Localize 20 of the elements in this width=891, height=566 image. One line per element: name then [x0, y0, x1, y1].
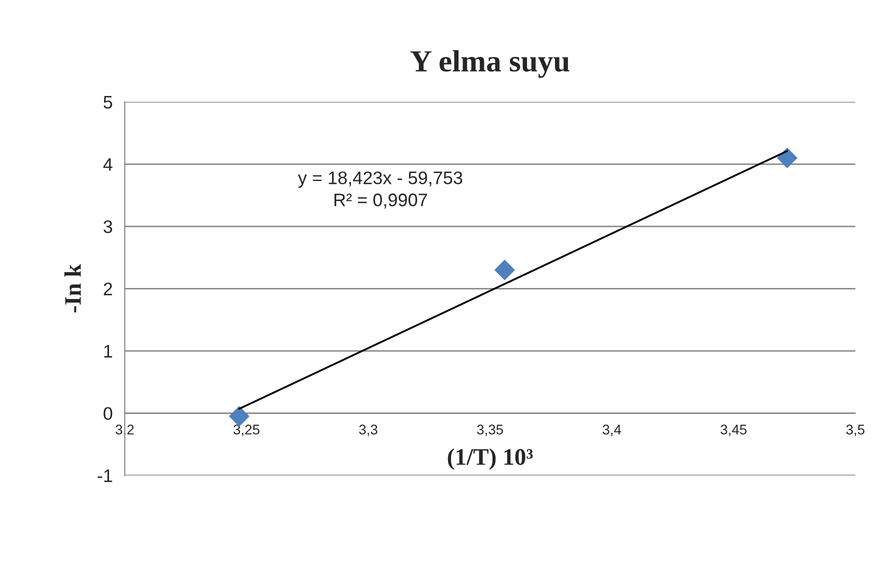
chart-title: Y elma suyu — [410, 50, 570, 78]
annotation: y = 18,423x - 59,753 — [298, 171, 462, 188]
x-tick-label: 3,3 — [359, 424, 378, 436]
point — [494, 260, 515, 280]
x-tick-label: 3,35 — [477, 424, 503, 436]
y-axis-title: -In k — [64, 264, 81, 312]
x-tick-label: 3,25 — [234, 424, 260, 436]
x-tick-label: 3,45 — [720, 424, 747, 436]
y-tick-label: 2 — [104, 282, 112, 296]
y-tick-label: 0 — [104, 407, 112, 420]
x-axis-title: (1/T) 10³ — [448, 448, 533, 470]
x-tick-label: 3,4 — [602, 424, 622, 436]
y-tick-label: -1 — [98, 470, 112, 482]
y-tick-label: 5 — [104, 96, 112, 109]
y-tick-label: 1 — [104, 345, 112, 358]
y-tick-label: 3 — [104, 220, 112, 234]
point — [776, 148, 798, 168]
y-tick-label: 4 — [103, 158, 112, 171]
x-tick-label: 3,5 — [846, 424, 864, 436]
annotation: R² = 0,9907 — [334, 194, 427, 208]
